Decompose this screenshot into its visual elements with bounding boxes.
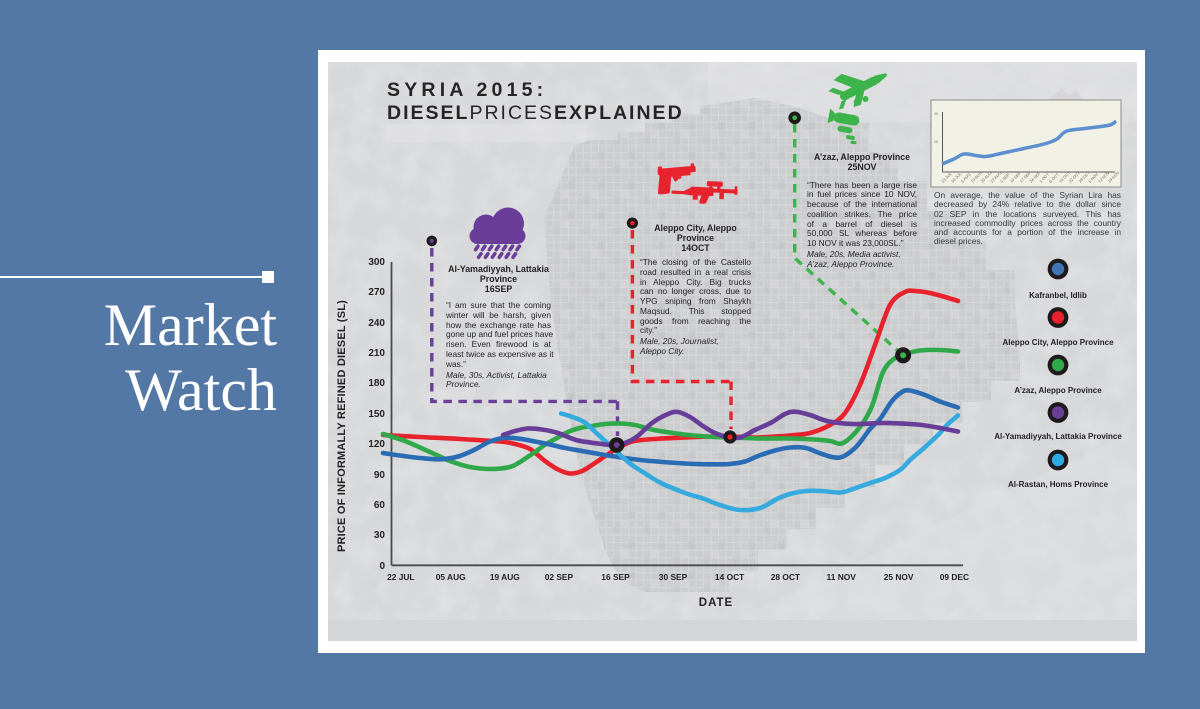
svg-text:6 AUG: 6 AUG [960, 172, 972, 184]
svg-text:40: 40 [934, 112, 938, 116]
svg-text:3 SEP: 3 SEP [999, 172, 1011, 184]
svg-text:20: 20 [934, 140, 938, 144]
